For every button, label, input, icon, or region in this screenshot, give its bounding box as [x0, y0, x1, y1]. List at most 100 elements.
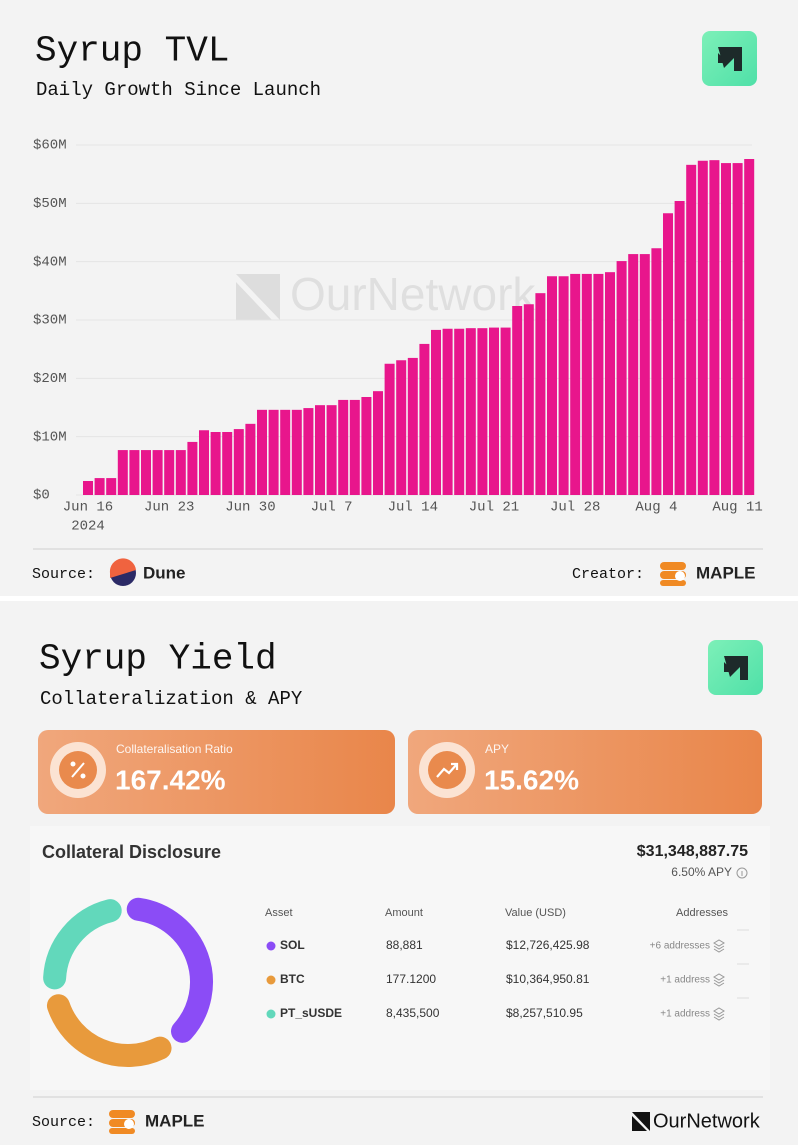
- addresses: +1 address: [660, 1009, 710, 1020]
- bar: [523, 304, 534, 495]
- column-header: Value (USD): [505, 907, 566, 919]
- y-tick-label: $10M: [33, 429, 67, 445]
- subtitle: Daily Growth Since Launch: [36, 79, 321, 101]
- addresses: +1 address: [660, 975, 710, 986]
- bar: [651, 248, 662, 495]
- bar: [628, 254, 639, 495]
- x-tick-label: Aug 11: [712, 500, 762, 516]
- card-value: 167.42%: [115, 764, 226, 795]
- bar: [686, 164, 697, 496]
- title: Syrup Yield: [39, 639, 277, 680]
- value: $12,726,425.98: [506, 938, 590, 952]
- title: Syrup TVL: [35, 31, 229, 72]
- bar: [396, 360, 407, 495]
- x-tick-label: Jul 21: [469, 500, 519, 516]
- maple-icon: [109, 1110, 135, 1134]
- bar: [489, 327, 499, 495]
- stack-icon: [713, 939, 725, 953]
- apy: 6.50% APY: [671, 865, 732, 879]
- bar: [164, 450, 175, 495]
- bar: [199, 430, 209, 495]
- column-header: Addresses: [676, 907, 728, 919]
- value: $8,257,510.95: [506, 1006, 583, 1020]
- bar: [431, 329, 441, 495]
- bar: [338, 399, 349, 495]
- stack-icon: [713, 973, 725, 987]
- bar: [477, 328, 488, 495]
- bar: [373, 391, 383, 495]
- y-tick-label: $40M: [33, 254, 67, 270]
- x-tick-label: Jul 28: [550, 500, 600, 516]
- source-name: Dune: [143, 563, 186, 582]
- source-name: MAPLE: [145, 1111, 205, 1130]
- bar: [558, 276, 569, 495]
- bar: [187, 441, 198, 495]
- bar: [175, 450, 186, 495]
- logo: [702, 31, 757, 86]
- x-tick-label: Jul 7: [311, 500, 353, 516]
- bar: [512, 306, 523, 495]
- disclosure-title: Collateral Disclosure: [42, 842, 221, 862]
- donut-segment: [46, 994, 172, 1067]
- watermark-text: OurNetwork: [290, 268, 536, 320]
- creator-label: Creator:: [572, 566, 644, 583]
- bar: [744, 159, 755, 495]
- bar: [581, 273, 592, 495]
- bar: [674, 201, 685, 495]
- total: $31,348,887.75: [637, 843, 748, 860]
- card: [408, 730, 762, 814]
- legend-dot: [266, 941, 276, 951]
- bar: [117, 450, 128, 495]
- value: $10,364,950.81: [506, 972, 590, 986]
- bar: [454, 328, 465, 495]
- bar: [152, 450, 163, 495]
- bar: [407, 357, 418, 495]
- card-value: 15.62%: [484, 764, 579, 795]
- bar: [384, 363, 395, 495]
- source-label: Source:: [32, 566, 95, 583]
- bar: [233, 429, 244, 495]
- source-label: Source:: [32, 1114, 95, 1131]
- bar: [697, 160, 708, 495]
- ournetwork-icon: [632, 1112, 650, 1131]
- stack-icon: [713, 1007, 725, 1021]
- bar: [663, 213, 673, 495]
- bar: [535, 293, 546, 495]
- bar: [106, 478, 117, 495]
- bar: [465, 328, 476, 495]
- bar: [326, 405, 337, 495]
- bar: [616, 261, 627, 495]
- bar: [222, 432, 233, 495]
- bar: [442, 328, 453, 495]
- bar: [709, 160, 720, 495]
- y-tick-label: $50M: [33, 196, 67, 212]
- bar: [419, 343, 430, 495]
- card-label: APY: [485, 742, 509, 756]
- trend-icon: [419, 742, 475, 798]
- bar: [129, 450, 140, 495]
- addresses: +6 addresses: [650, 941, 710, 952]
- dune-icon: [109, 558, 136, 586]
- bar: [639, 254, 650, 495]
- donut-segment: [43, 899, 122, 990]
- bar: [268, 409, 279, 495]
- bar: [570, 273, 581, 495]
- bar: [303, 408, 314, 495]
- bar: [94, 478, 105, 495]
- legend-dot: [266, 1009, 276, 1019]
- column-header: Asset: [265, 907, 293, 919]
- bar: [500, 327, 511, 495]
- percent-icon: [50, 742, 106, 798]
- maple-icon: [660, 562, 686, 586]
- bar: [291, 409, 302, 495]
- watermark: [236, 274, 280, 320]
- x-tick-label: Aug 4: [635, 500, 677, 516]
- bar: [315, 405, 325, 495]
- bar: [721, 163, 731, 496]
- amount: 8,435,500: [386, 1006, 440, 1020]
- logo: [708, 640, 763, 695]
- brand: OurNetwork: [653, 1110, 761, 1132]
- bar: [361, 397, 372, 495]
- creator-name: MAPLE: [696, 563, 756, 582]
- bar: [605, 272, 615, 495]
